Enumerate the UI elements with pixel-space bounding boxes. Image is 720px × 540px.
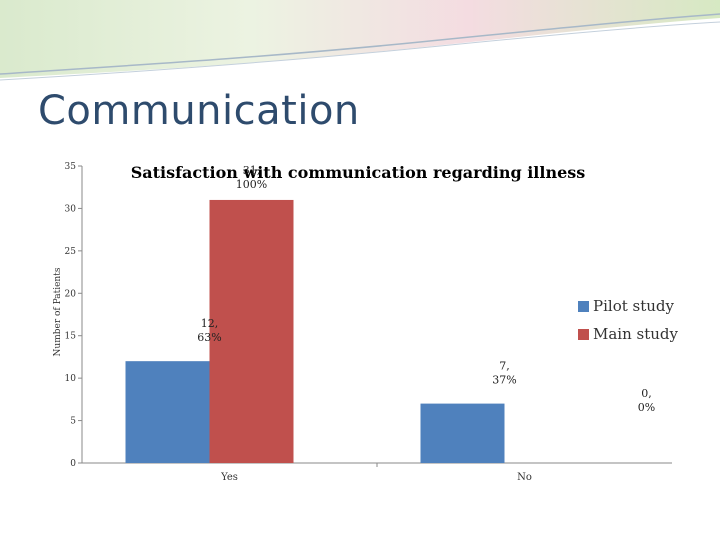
y-tick-label: 10: [65, 374, 77, 384]
data-label: 31,: [243, 164, 261, 177]
legend: Pilot study Main study: [578, 297, 679, 343]
data-label: 12,: [201, 317, 219, 330]
y-tick-label: 35: [65, 162, 77, 172]
x-category-label: Yes: [220, 472, 238, 483]
y-tick-label: 20: [65, 289, 77, 299]
bar-main-study-yes: [209, 199, 294, 463]
chart-title: Satisfaction with communication regardin…: [131, 163, 586, 182]
y-tick-label: 30: [65, 204, 77, 214]
decorative-banner: [0, 0, 720, 81]
legend-swatch: [578, 301, 589, 312]
bar-pilot-study-no: [420, 403, 505, 463]
y-tick-label: 25: [65, 247, 77, 257]
data-label: 0%: [638, 401, 655, 414]
bar-group: [125, 199, 505, 463]
y-axis-label: Number of Patients: [53, 267, 63, 356]
data-label: 37%: [492, 374, 516, 387]
data-label: 100%: [236, 178, 267, 191]
data-label: 63%: [197, 331, 221, 344]
bar-pilot-study-yes: [125, 361, 210, 463]
legend-entry: Pilot study: [593, 297, 675, 315]
data-label: 7,: [499, 360, 510, 373]
data-label: 0,: [641, 387, 652, 400]
data-label-group: 12,63% 7,37% 31,100% 0,0%: [197, 164, 655, 414]
y-tick-label: 0: [70, 459, 76, 469]
slide-title: Communication: [38, 88, 360, 134]
legend-entry: Main study: [593, 325, 679, 343]
y-tick-label: 15: [65, 332, 77, 342]
y-tick-label: 5: [70, 417, 76, 427]
tick-group: 0 5 10 15 20 25 30 35 Yes No: [65, 162, 532, 483]
x-category-label: No: [517, 472, 532, 483]
legend-swatch: [578, 329, 589, 340]
